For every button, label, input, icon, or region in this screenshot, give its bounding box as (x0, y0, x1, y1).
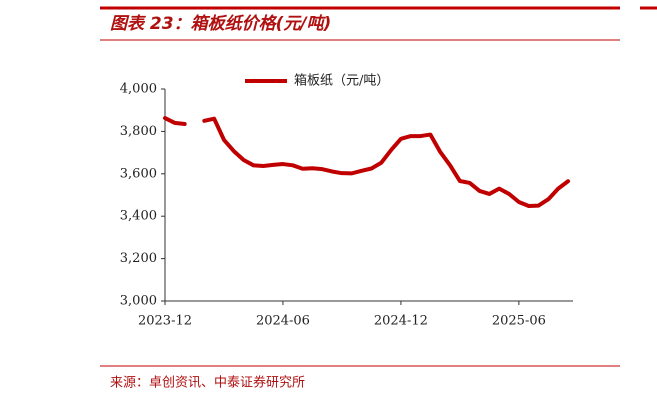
y-tick-label: 3,200 (120, 251, 157, 266)
x-tick-label: 2024-12 (374, 314, 428, 329)
legend-label: 箱板纸（元/吨） (294, 73, 389, 89)
x-tick-label: 2024-06 (256, 314, 310, 329)
source: 来源：卓创资讯、中泰证券研究所 (110, 375, 305, 391)
x-tick-label: 2023-12 (138, 314, 192, 329)
y-tick-label: 3,800 (120, 124, 157, 139)
y-tick-label: 3,000 (120, 294, 157, 309)
y-tick-label: 3,600 (120, 166, 157, 181)
line-series (163, 116, 571, 209)
y-tick-label: 3,400 (120, 209, 157, 224)
y-tick-label: 4,000 (120, 82, 157, 97)
x-tick-label: 2025-06 (492, 314, 546, 329)
chart-title: 图表 23：箱板纸价格(元/吨) (110, 14, 331, 34)
